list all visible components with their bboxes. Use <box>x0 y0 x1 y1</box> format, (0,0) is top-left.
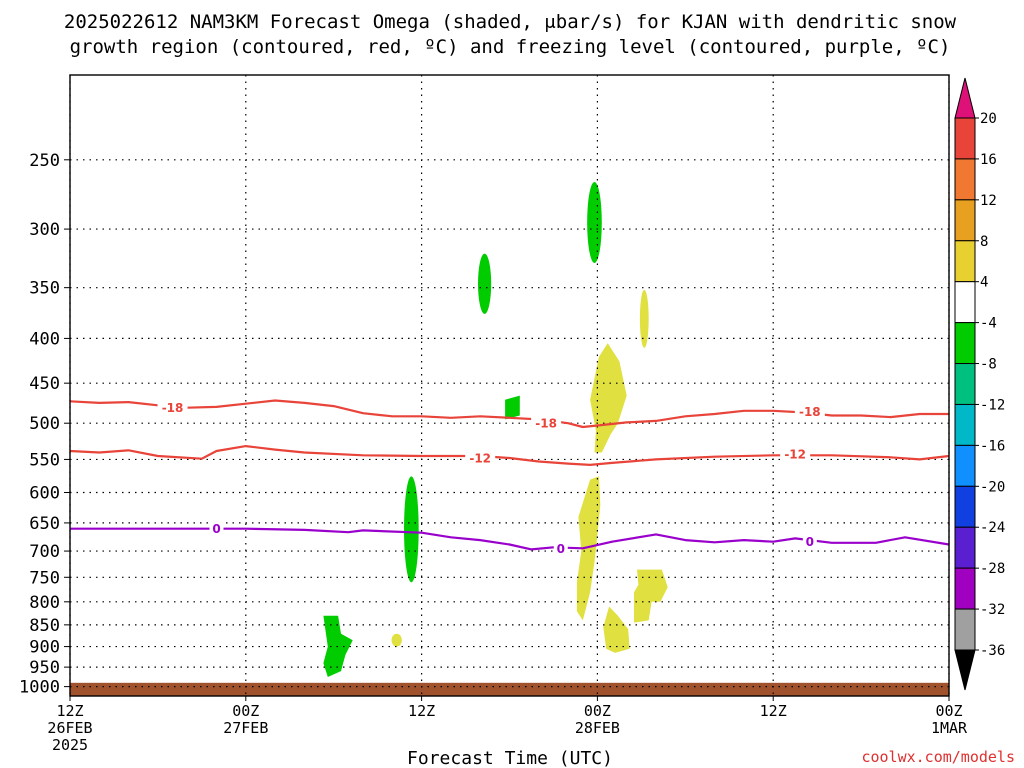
x-tick-sublabel-1: 27FEB <box>223 719 268 737</box>
colorbar-top-arrow <box>954 77 976 119</box>
contour-line-1 <box>69 445 950 466</box>
contour-label-2-1: 0 <box>557 542 565 556</box>
title-line-1: 2025022612 NAM3KM Forecast Omega (shaded… <box>64 11 957 33</box>
colorbar-label-5: -4 <box>980 316 997 332</box>
y-tick-label-400: 400 <box>29 329 60 349</box>
colorbar-label-7: -12 <box>980 397 1005 413</box>
omega-region-1 <box>478 253 492 314</box>
colorbar-label-2: 12 <box>980 193 997 209</box>
plot-frame <box>69 74 950 697</box>
contour-label-1-1: -12 <box>784 447 806 461</box>
y-tick-label-300: 300 <box>29 220 60 240</box>
colorbar-label-1: 16 <box>980 152 997 168</box>
contour-label-bg-0-2 <box>794 403 825 420</box>
colorbar-label-6: -8 <box>980 357 997 373</box>
colorbar-segment-11 <box>954 567 976 610</box>
y-tick-label-850: 850 <box>29 616 60 636</box>
contour-label-2-2: 0 <box>806 535 814 549</box>
omega-region-8 <box>634 569 668 623</box>
colorbar-segment-9 <box>954 485 976 528</box>
contour-label-0-0: -18 <box>162 401 184 415</box>
omega-region-3 <box>505 395 520 420</box>
contour-label-bg-2-2 <box>802 533 817 550</box>
contour-label-2-0: 0 <box>212 522 220 536</box>
ground-terrain <box>70 682 949 696</box>
y-tick-label-600: 600 <box>29 483 60 503</box>
credit-text[interactable]: coolwx.com/models <box>861 748 1015 766</box>
x-tick-label-3: 00Z <box>584 702 611 720</box>
colorbar-label-12: -32 <box>980 602 1005 618</box>
y-tick-label-350: 350 <box>29 279 60 299</box>
contour-label-bg-1-1 <box>780 445 811 462</box>
y-tick-label-550: 550 <box>29 450 60 470</box>
colorbar-segment-5 <box>954 322 976 365</box>
x-tick-label-2: 12Z <box>408 702 435 720</box>
x-tick-sublabel-5: 1MAR <box>931 719 968 737</box>
contour-label-1-0: -12 <box>469 452 491 466</box>
x-tick-label-4: 12Z <box>760 702 787 720</box>
contour-label-bg-0-0 <box>157 399 188 416</box>
contour-label-0-1: -18 <box>535 417 557 431</box>
colorbar-label-3: 8 <box>980 234 988 250</box>
contour-label-bg-0-1 <box>531 415 562 432</box>
colorbar-segment-6 <box>954 363 976 405</box>
colorbar-label-8: -16 <box>980 438 1005 454</box>
x-axis-label: Forecast Time (UTC) <box>407 748 613 768</box>
y-tick-label-500: 500 <box>29 414 60 434</box>
y-tick-label-950: 950 <box>29 658 60 678</box>
colorbar-segment-12 <box>954 608 976 651</box>
colorbar: 20 16 12 8 4 -4 -8 -12 -16 -20 -24 -28 -32 -36 <box>954 77 1005 691</box>
y-tick-label-450: 450 <box>29 374 60 394</box>
contour-label-bg-2-0 <box>209 520 224 537</box>
y-tick-label-250: 250 <box>29 151 60 171</box>
y-tick-label-800: 800 <box>29 593 60 613</box>
y-tick-label-900: 900 <box>29 638 60 658</box>
x-tick-sublabel-0: 26FEB <box>47 719 92 737</box>
colorbar-label-11: -28 <box>980 561 1005 577</box>
colorbar-bottom-arrow <box>954 649 976 691</box>
omega-region-4 <box>323 615 353 677</box>
colorbar-segment-8 <box>954 444 976 487</box>
title-line-2: growth region (contoured, red, ºC) and f… <box>70 36 951 58</box>
colorbar-segment-1 <box>954 158 976 201</box>
y-tick-label-700: 700 <box>29 542 60 562</box>
colorbar-label-10: -24 <box>980 520 1005 536</box>
omega-region-5 <box>639 289 649 348</box>
contour-label-bg-2-1 <box>553 540 568 557</box>
colorbar-segment-4 <box>954 281 976 324</box>
colorbar-segment-3 <box>954 240 976 283</box>
omega-region-7 <box>576 476 601 621</box>
omega-region-0 <box>587 181 602 263</box>
x-tick-sublabel2-0: 2025 <box>52 736 88 754</box>
y-tick-label-750: 750 <box>29 568 60 588</box>
contour-label-bg-1-0 <box>465 450 496 467</box>
colorbar-label-9: -20 <box>980 479 1005 495</box>
contour-label-0-2: -18 <box>799 405 821 419</box>
omega-region-10 <box>391 633 402 647</box>
colorbar-segment-10 <box>954 526 976 569</box>
colorbar-segment-2 <box>954 199 976 242</box>
colorbar-segment-7 <box>954 403 976 446</box>
omega-region-9 <box>603 606 630 653</box>
colorbar-segment-0 <box>954 117 976 160</box>
x-tick-label-0: 12Z <box>56 702 83 720</box>
contour-line-2 <box>70 527 950 551</box>
omega-region-2 <box>404 476 419 583</box>
colorbar-label-13: -36 <box>980 643 1005 659</box>
colorbar-label-0: 20 <box>980 111 997 127</box>
omega-region-6 <box>590 343 627 453</box>
x-tick-sublabel-3: 28FEB <box>575 719 620 737</box>
y-tick-label-1000: 1000 <box>19 678 60 698</box>
chart-title: 2025022612 NAM3KM Forecast Omega (shaded… <box>64 11 957 58</box>
y-tick-label-650: 650 <box>29 514 60 534</box>
x-tick-label-5: 00Z <box>935 702 962 720</box>
x-tick-label-1: 00Z <box>232 702 259 720</box>
plot-area: 2503003504004505005506006507007508008509… <box>19 74 968 754</box>
colorbar-label-4: 4 <box>980 275 988 291</box>
